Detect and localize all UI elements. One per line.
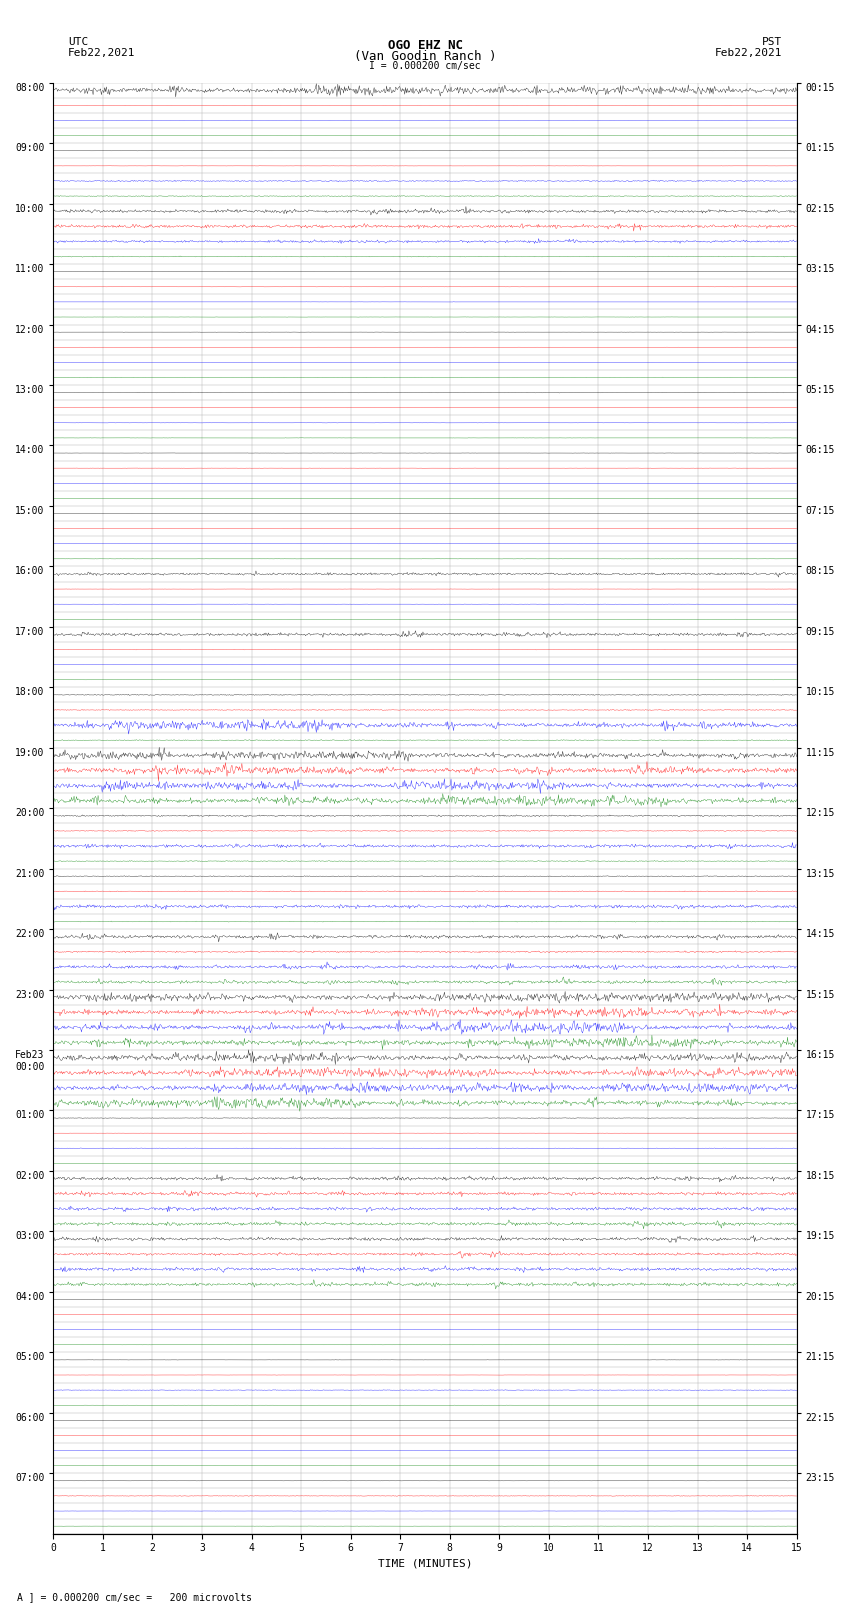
Text: Feb22,2021: Feb22,2021 [715,48,782,58]
Text: PST: PST [762,37,782,47]
Text: UTC: UTC [68,37,88,47]
Text: Feb22,2021: Feb22,2021 [68,48,135,58]
Text: I = 0.000200 cm/sec: I = 0.000200 cm/sec [369,61,481,71]
X-axis label: TIME (MINUTES): TIME (MINUTES) [377,1560,473,1569]
Text: OGO EHZ NC: OGO EHZ NC [388,39,462,52]
Text: A ] = 0.000200 cm/sec =   200 microvolts: A ] = 0.000200 cm/sec = 200 microvolts [17,1592,252,1602]
Text: (Van Goodin Ranch ): (Van Goodin Ranch ) [354,50,496,63]
